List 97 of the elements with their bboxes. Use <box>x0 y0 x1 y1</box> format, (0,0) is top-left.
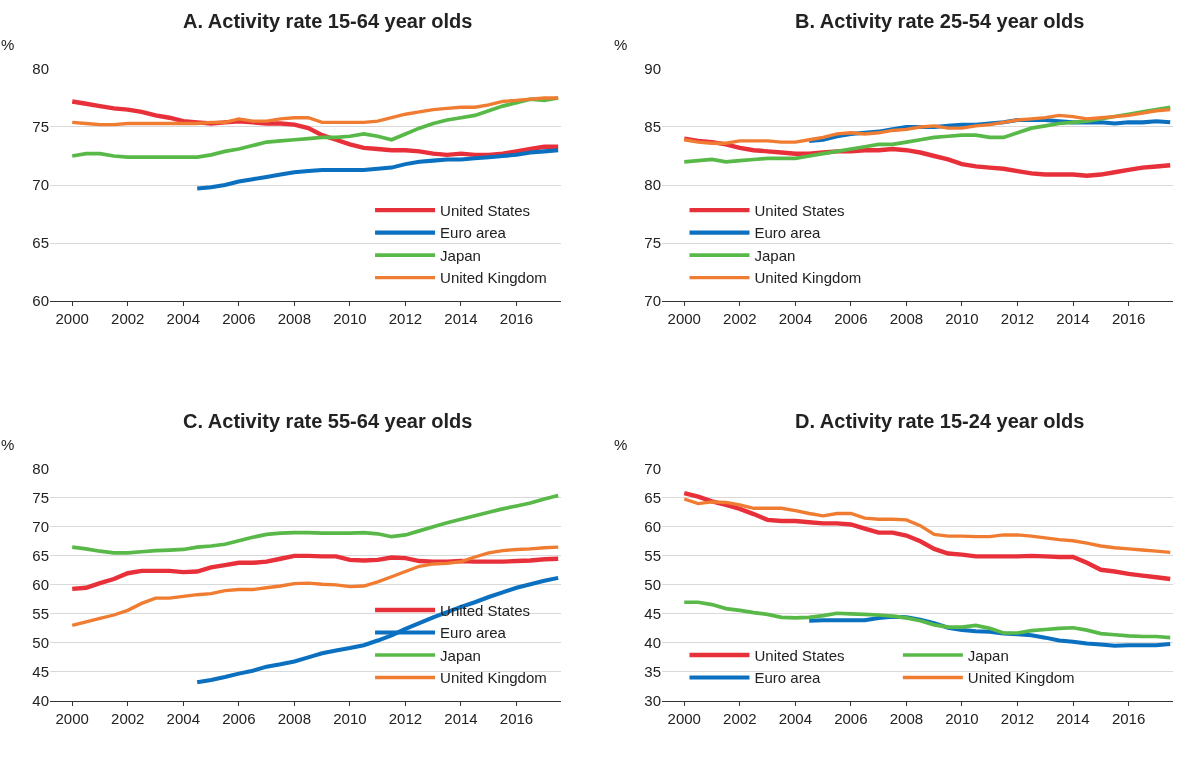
legend-label: Euro area <box>754 669 822 687</box>
line-series <box>682 490 1173 582</box>
x-tick-label: 2008 <box>889 310 924 328</box>
y-tick-label: 80 <box>32 60 49 78</box>
chart-title: A. Activity rate 15-64 year olds <box>183 10 473 32</box>
line-series <box>195 148 561 191</box>
y-axis-title: % <box>614 436 628 453</box>
x-tick-label: 2014 <box>1056 310 1090 328</box>
y-tick-label: 80 <box>32 460 49 478</box>
line-series <box>70 553 561 592</box>
y-tick-label: 90 <box>644 60 662 78</box>
x-tick-label: 2014 <box>1056 710 1090 728</box>
y-axis-title: % <box>614 36 628 53</box>
y-tick-label: 70 <box>32 176 49 194</box>
x-tick-label: 2002 <box>111 710 145 728</box>
y-tick-label: 80 <box>644 176 662 194</box>
y-tick-label: 45 <box>644 605 662 623</box>
y-axis-title: % <box>1 36 15 53</box>
y-tick-label: 55 <box>32 605 49 623</box>
x-tick-label: 2000 <box>667 310 701 328</box>
x-tick-label: 2014 <box>444 310 478 328</box>
line-series <box>70 545 560 628</box>
legend-label: United Kingdom <box>967 669 1075 687</box>
x-tick-label: 2012 <box>1000 710 1035 728</box>
x-tick-label: 2006 <box>834 710 868 728</box>
legend-label: Euro area <box>440 224 507 242</box>
x-tick-label: 2008 <box>277 710 312 728</box>
y-tick-label: 45 <box>32 663 49 681</box>
x-tick-label: 2004 <box>166 710 200 728</box>
x-tick-label: 2010 <box>945 310 979 328</box>
y-tick-label: 70 <box>644 460 662 478</box>
line-series <box>70 493 561 555</box>
legend-label: United Kingdom <box>440 269 547 287</box>
chart-title: C. Activity rate 55-64 year olds <box>183 410 473 432</box>
x-tick-label: 2002 <box>111 310 145 328</box>
x-tick-label: 2006 <box>222 310 256 328</box>
line-series <box>682 600 1173 640</box>
x-tick-label: 2006 <box>834 310 868 328</box>
y-tick-label: 70 <box>32 518 49 536</box>
x-tick-label: 2000 <box>55 310 89 328</box>
legend-label: Japan <box>967 646 1009 664</box>
y-tick-label: 35 <box>644 663 662 681</box>
x-tick-label: 2004 <box>778 310 813 328</box>
x-tick-label: 2000 <box>55 710 89 728</box>
x-tick-label: 2016 <box>499 310 534 328</box>
legend-label: Japan <box>754 246 796 264</box>
y-tick-label: 60 <box>32 292 49 310</box>
y-tick-label: 60 <box>32 576 49 594</box>
y-tick-label: 65 <box>32 547 49 565</box>
x-tick-label: 2008 <box>889 710 924 728</box>
x-tick-label: 2010 <box>333 310 367 328</box>
x-tick-label: 2000 <box>667 710 701 728</box>
legend-label: United Kingdom <box>440 669 547 687</box>
line-series <box>70 96 560 127</box>
line-series <box>195 575 561 685</box>
y-tick-label: 55 <box>644 547 662 565</box>
y-tick-label: 30 <box>644 692 662 710</box>
legend-label: Euro area <box>440 624 507 642</box>
x-tick-label: 2012 <box>388 710 423 728</box>
x-tick-label: 2002 <box>723 310 757 328</box>
y-tick-label: 65 <box>644 489 662 507</box>
x-tick-label: 2010 <box>333 710 367 728</box>
x-tick-label: 2004 <box>778 710 813 728</box>
y-tick-label: 70 <box>644 292 662 310</box>
legend-label: United States <box>754 646 845 664</box>
x-tick-label: 2012 <box>388 310 423 328</box>
x-tick-label: 2014 <box>444 710 478 728</box>
line-series <box>682 497 1172 555</box>
x-tick-label: 2012 <box>1000 310 1035 328</box>
legend-label: United States <box>440 201 531 219</box>
x-tick-label: 2002 <box>723 710 757 728</box>
legend-label: United Kingdom <box>754 269 862 287</box>
y-tick-label: 50 <box>32 634 49 652</box>
legend-label: United States <box>754 201 845 219</box>
y-tick-label: 75 <box>644 234 662 252</box>
y-tick-label: 75 <box>32 118 49 136</box>
y-tick-label: 50 <box>644 576 662 594</box>
legend-label: Japan <box>440 646 481 664</box>
chart-title: D. Activity rate 15-24 year olds <box>795 410 1085 432</box>
chart-title: B. Activity rate 25-54 year olds <box>795 10 1085 32</box>
y-tick-label: 85 <box>644 118 662 136</box>
y-tick-label: 40 <box>644 634 662 652</box>
x-tick-label: 2016 <box>499 710 534 728</box>
x-tick-label: 2006 <box>222 710 256 728</box>
y-tick-label: 65 <box>32 234 49 252</box>
y-tick-label: 60 <box>644 518 662 536</box>
x-tick-label: 2010 <box>945 710 979 728</box>
legend-label: Japan <box>440 246 481 264</box>
line-series <box>682 107 1172 145</box>
x-tick-label: 2004 <box>166 310 200 328</box>
legend-label: Euro area <box>754 224 822 242</box>
x-tick-label: 2016 <box>1111 710 1146 728</box>
y-axis-title: % <box>1 436 15 453</box>
y-tick-label: 75 <box>32 489 49 507</box>
x-tick-label: 2008 <box>277 310 312 328</box>
y-tick-label: 40 <box>32 692 49 710</box>
x-tick-label: 2016 <box>1111 310 1146 328</box>
